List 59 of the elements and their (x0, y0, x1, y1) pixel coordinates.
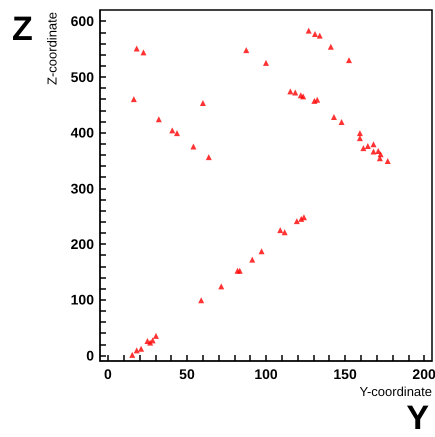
point (384, 158, 391, 164)
point (277, 227, 284, 234)
point (292, 89, 298, 96)
point (370, 141, 377, 148)
point (174, 130, 180, 136)
point (152, 332, 159, 339)
point (249, 256, 256, 263)
point (360, 145, 366, 152)
point (190, 144, 196, 150)
point (312, 30, 318, 37)
point (356, 130, 363, 136)
point (130, 96, 137, 102)
point (206, 154, 212, 160)
point (370, 148, 377, 155)
y-tick-label: 200 (70, 236, 94, 252)
x-axis-title: Y-coordinate (359, 384, 432, 399)
point (263, 60, 269, 66)
point (338, 118, 345, 125)
point (300, 214, 307, 220)
point (169, 127, 176, 134)
point (134, 347, 140, 354)
point (198, 297, 204, 304)
y-tick-label: 500 (70, 68, 94, 85)
y-tick-label: 300 (70, 180, 94, 196)
point (129, 352, 136, 358)
x-tick-label: 200 (412, 366, 435, 382)
x-tick-label: 100 (254, 366, 278, 382)
y-tick-label: 100 (70, 292, 94, 308)
y-tick-label: 400 (70, 124, 94, 141)
point (376, 155, 383, 162)
point (258, 248, 265, 254)
x-tick-label: 0 (104, 366, 112, 382)
point (134, 45, 140, 52)
x-tick-label: 150 (333, 366, 357, 382)
point (316, 32, 323, 39)
point (200, 100, 206, 106)
point (330, 114, 337, 120)
point (218, 283, 224, 290)
text: Y (406, 399, 430, 437)
point (287, 88, 294, 94)
y-tick-label: 600 (70, 13, 94, 30)
point (300, 93, 306, 100)
point (356, 135, 363, 142)
x-tick-label: 50 (179, 366, 195, 382)
point (314, 96, 320, 103)
point (150, 337, 156, 344)
point (306, 28, 312, 34)
point (243, 47, 250, 54)
point (138, 346, 144, 352)
point (294, 218, 300, 224)
point (328, 44, 334, 50)
y-axis-title: Z-coordinate (44, 12, 60, 85)
y-tick-label: 0 (86, 347, 94, 364)
point (282, 229, 288, 236)
point (364, 142, 371, 149)
point (140, 49, 146, 56)
point (156, 116, 162, 122)
point (346, 57, 352, 64)
text: Z (12, 10, 33, 48)
